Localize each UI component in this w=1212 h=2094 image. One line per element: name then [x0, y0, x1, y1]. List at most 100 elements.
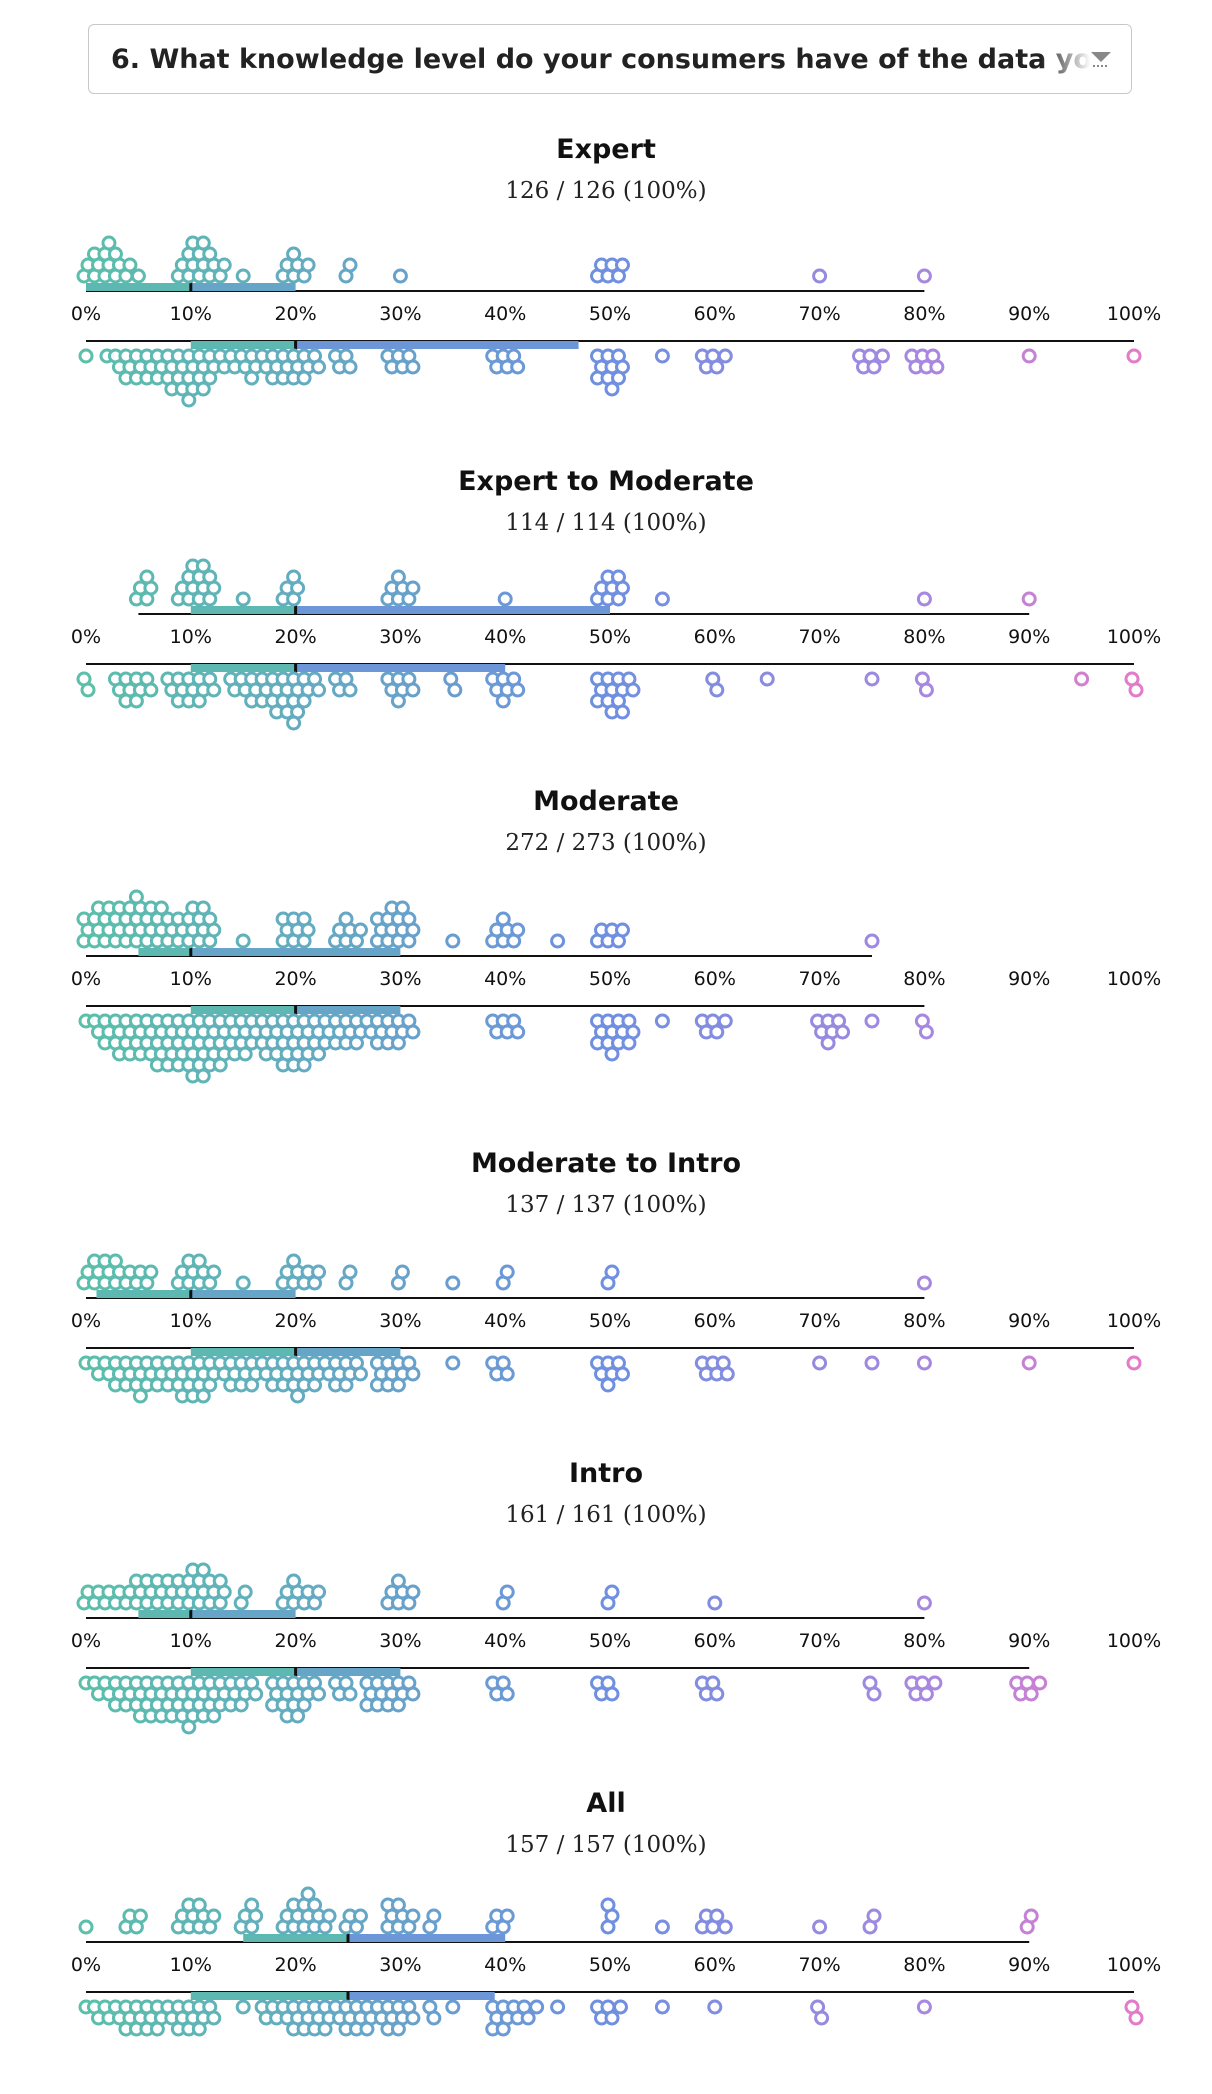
response-dot	[835, 1024, 851, 1040]
response-dot	[405, 2010, 421, 2026]
response-dot	[654, 1919, 670, 1935]
response-dot	[445, 1999, 461, 2015]
response-dot	[206, 1264, 222, 1280]
response-dot	[338, 1377, 354, 1393]
response-dot	[864, 671, 880, 687]
response-dot	[929, 359, 945, 375]
x-tick-label: 90%	[1008, 1630, 1050, 1652]
response-dot	[654, 591, 670, 607]
response-dot	[390, 693, 406, 709]
response-dot	[426, 2010, 442, 2026]
response-dot	[311, 1584, 327, 1600]
response-dot	[918, 1024, 934, 1040]
response-dot	[80, 682, 96, 698]
response-dot	[709, 359, 725, 375]
response-dot	[405, 1024, 421, 1040]
response-dot	[195, 235, 211, 251]
x-tick-label: 100%	[1107, 968, 1161, 990]
x-tick-label: 10%	[170, 303, 212, 325]
x-tick-label: 90%	[1008, 303, 1050, 325]
response-dot	[311, 1264, 327, 1280]
response-dot	[195, 1562, 211, 1578]
response-dot	[707, 1595, 723, 1611]
response-dot	[709, 1908, 725, 1924]
question-label: 6. What knowledge level do your consumer…	[111, 44, 1132, 75]
x-tick-label: 30%	[379, 303, 421, 325]
response-dot	[717, 348, 733, 364]
response-dot	[927, 1675, 943, 1691]
response-dot	[405, 682, 421, 698]
response-dot	[233, 1697, 249, 1713]
response-dot	[300, 1886, 316, 1902]
response-dot	[719, 1366, 735, 1382]
response-dot	[216, 257, 232, 273]
response-dot	[499, 1264, 515, 1280]
x-tick-label: 10%	[170, 1954, 212, 1976]
response-dot	[916, 1999, 932, 2015]
response-dot	[604, 1686, 620, 1702]
x-tick-label: 90%	[1008, 968, 1050, 990]
response-dot	[342, 257, 358, 273]
response-dot	[499, 1686, 515, 1702]
response-dot	[359, 2021, 375, 2037]
response-dot	[342, 1264, 358, 1280]
response-dot	[390, 1377, 406, 1393]
chart-count: 137 / 137 (100%)	[505, 1192, 706, 1218]
response-dot	[342, 1686, 358, 1702]
response-dot	[286, 246, 302, 262]
response-dot	[510, 1024, 526, 1040]
response-dot	[311, 359, 327, 375]
x-tick-label: 20%	[274, 303, 316, 325]
response-dot	[300, 257, 316, 273]
response-dot	[497, 591, 513, 607]
response-dot	[181, 392, 197, 408]
x-tick-label: 20%	[274, 968, 316, 990]
response-dot	[130, 268, 146, 284]
response-dot	[296, 370, 312, 386]
response-dot	[426, 1908, 442, 1924]
x-tick-label: 50%	[589, 303, 631, 325]
response-dot	[352, 1908, 368, 1924]
question-select[interactable]: 6. What knowledge level do your consumer…	[88, 24, 1132, 94]
response-dot	[143, 682, 159, 698]
response-dot	[244, 1897, 260, 1913]
response-dot	[916, 591, 932, 607]
response-dot	[352, 922, 368, 938]
response-dot	[107, 246, 123, 262]
x-tick-label: 60%	[694, 1310, 736, 1332]
x-tick-label: 30%	[379, 968, 421, 990]
response-dot	[445, 1355, 461, 1371]
response-dot	[814, 2010, 830, 2026]
response-dot	[286, 1573, 302, 1589]
x-tick-label: 40%	[484, 1630, 526, 1652]
response-dot	[132, 1388, 148, 1404]
response-dot	[206, 1708, 222, 1724]
response-dot	[1126, 1355, 1142, 1371]
response-dot	[529, 1999, 545, 2015]
x-tick-label: 0%	[71, 626, 101, 648]
x-tick-label: 50%	[589, 1630, 631, 1652]
response-dot	[206, 2010, 222, 2026]
response-dot	[212, 1057, 228, 1073]
x-tick-label: 20%	[274, 626, 316, 648]
response-dot	[206, 682, 222, 698]
response-dot	[610, 569, 626, 585]
x-tick-label: 100%	[1107, 1954, 1161, 1976]
response-dot	[495, 2021, 511, 2037]
response-dot	[122, 257, 138, 273]
response-dot	[600, 1897, 616, 1913]
response-dot	[717, 1919, 733, 1935]
x-tick-label: 100%	[1107, 626, 1161, 648]
x-tick-label: 100%	[1107, 303, 1161, 325]
response-dot	[759, 671, 775, 687]
response-dot	[390, 1573, 406, 1589]
response-dot	[139, 569, 155, 585]
x-tick-label: 70%	[798, 1310, 840, 1332]
x-tick-label: 80%	[903, 968, 945, 990]
response-dot	[191, 1897, 207, 1913]
x-tick-label: 60%	[694, 968, 736, 990]
chart-count: 161 / 161 (100%)	[505, 1502, 706, 1528]
response-dot	[405, 1366, 421, 1382]
chart-count: 157 / 157 (100%)	[505, 1832, 706, 1858]
response-dot	[1021, 348, 1037, 364]
